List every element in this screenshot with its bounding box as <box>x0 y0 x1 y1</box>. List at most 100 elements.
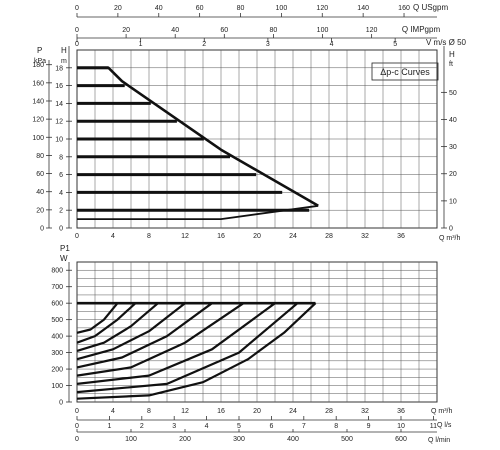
bottom-axis-ls-tick-label: 11 <box>430 423 437 430</box>
bottom-x-tick-label: 20 <box>253 408 261 415</box>
bottom-axis-ls-tick-label: 10 <box>397 423 405 430</box>
left-axis-h-tick-label: 4 <box>59 190 63 197</box>
top-axis-velocity-tick-label: 0 <box>75 41 79 48</box>
top-axis-usgpm-tick-label: 140 <box>357 5 369 12</box>
top-axis-usgpm-tick-label: 100 <box>276 5 288 12</box>
bottom-x-tick-label: 28 <box>325 408 333 415</box>
top-axis-usgpm-tick-label: 60 <box>196 5 204 12</box>
bottom-axis-lmin-tick-label: 400 <box>287 436 299 443</box>
top-x-tick-label: 20 <box>253 233 261 240</box>
bottom-chart-xlabel: Q m³/h <box>431 408 452 415</box>
min-curve <box>77 204 319 220</box>
top-x-tick-label: 12 <box>181 233 189 240</box>
bottom-x-tick-label: 0 <box>75 408 79 415</box>
top-axis-velocity-tick-label: 2 <box>202 41 206 48</box>
bottom-axis-ls-tick-label: 9 <box>367 423 371 430</box>
left-axis-h-tick-label: 16 <box>55 83 63 90</box>
top-x-tick-label: 0 <box>75 233 79 240</box>
bottom-x-tick-label: 36 <box>397 408 405 415</box>
bottom-axis-ls-tick-label: 1 <box>107 423 111 430</box>
top-axis-impgpm-label: Q IMPgpm <box>402 25 441 34</box>
top-axis-impgpm-tick-label: 0 <box>75 27 79 34</box>
right-axis-ft-tick-label: 40 <box>449 117 457 124</box>
bottom-axis-ls-tick-label: 8 <box>334 423 338 430</box>
legend-box: Δp-c Curves <box>371 62 439 81</box>
bottom-axis-lmin-label: Q l/min <box>428 437 450 444</box>
p1-axis-tick-label: 300 <box>51 350 63 357</box>
bottom-axis-ls-tick-label: 5 <box>237 423 241 430</box>
bottom-axis-lmin-tick-label: 600 <box>395 436 407 443</box>
top-axis-usgpm-tick-label: 120 <box>316 5 328 12</box>
plot-layer: 0 4 8 12 16 20 24 28 32 3602468101214161802040608… <box>32 5 457 443</box>
power-curve-line <box>76 302 276 385</box>
top-chart-captions: Q USgpm Q IMPgpm V m/s Ø 50 P kPa H m H … <box>34 3 467 242</box>
p1-axis-tick-label: 400 <box>51 334 63 341</box>
top-axis-impgpm-tick-label: 20 <box>122 27 130 34</box>
top-x-tick-label: 4 <box>111 233 115 240</box>
right-axis-h-label: H <box>449 50 455 59</box>
left-axis-h-unit: m <box>61 58 67 65</box>
bottom-axis-ls-tick-label: 2 <box>140 423 144 430</box>
left-axis-p-label: P <box>37 46 42 55</box>
left-axis-h-tick-label: 10 <box>55 137 63 144</box>
p1-axis-tick-label: 500 <box>51 317 63 324</box>
left-axis-p-tick-label: 160 <box>32 80 44 87</box>
left-axis-p-tick-label: 80 <box>36 153 44 160</box>
bottom-axis-ls-tick-label: 3 <box>172 423 176 430</box>
power-curve-line <box>76 302 317 400</box>
top-axis-impgpm-tick-label: 100 <box>317 27 329 34</box>
right-axis-ft-tick-label: 20 <box>449 171 457 178</box>
top-axis-velocity-tick-label: 3 <box>266 41 270 48</box>
bottom-x-tick-label: 12 <box>181 408 189 415</box>
right-axis-ft-tick-label: 30 <box>449 144 457 151</box>
p1-axis-tick-label: 200 <box>51 367 63 374</box>
bottom-axis-ls-tick-label: 6 <box>269 423 273 430</box>
top-axis-usgpm-tick-label: 160 <box>398 5 410 12</box>
right-axis-ft-tick-label: 10 <box>449 198 457 205</box>
right-axis-ft-tick-label: 50 <box>449 90 457 97</box>
top-x-tick-label: 16 <box>217 233 225 240</box>
p1-axis-tick-label: 800 <box>51 268 63 275</box>
top-axis-impgpm-tick-label: 60 <box>220 27 228 34</box>
left-axis-h-tick-label: 8 <box>59 154 63 161</box>
bottom-axis-lmin-tick-label: 100 <box>125 436 137 443</box>
top-axis-usgpm-label: Q USgpm <box>413 3 448 12</box>
power-curve-line <box>76 302 186 361</box>
bottom-x-tick-label: 32 <box>361 408 369 415</box>
bottom-axis-lmin-tick-label: 200 <box>179 436 191 443</box>
bottom-chart-ylabel: P1 <box>60 244 70 253</box>
left-axis-h-tick-label: 14 <box>55 101 63 108</box>
left-axis-p-tick-label: 120 <box>32 117 44 124</box>
legend-box-label: Δp-c Curves <box>380 67 430 77</box>
left-axis-p-tick-label: 60 <box>36 171 44 178</box>
top-axis-usgpm-tick-label: 20 <box>114 5 122 12</box>
top-axis-usgpm-tick-label: 40 <box>155 5 163 12</box>
top-axis-impgpm-tick-label: 40 <box>171 27 179 34</box>
top-chart-xlabel: Q m³/h <box>439 235 460 242</box>
left-axis-p-tick-label: 20 <box>36 207 44 214</box>
power-curve-line <box>76 302 119 334</box>
right-axis-ft-tick-label: 0 <box>449 226 453 233</box>
top-x-tick-label: 24 <box>289 233 297 240</box>
left-axis-h-tick-label: 2 <box>59 208 63 215</box>
left-axis-p-tick-label: 40 <box>36 189 44 196</box>
top-axis-usgpm-tick-label: 80 <box>237 5 245 12</box>
left-axis-h-tick-label: 6 <box>59 172 63 179</box>
power-curve-line <box>76 302 213 369</box>
bottom-axis-lmin-tick-label: 500 <box>341 436 353 443</box>
left-axis-h-label: H <box>61 46 67 55</box>
bottom-x-tick-label: 8 <box>147 408 151 415</box>
top-axis-impgpm-tick-label: 120 <box>366 27 378 34</box>
top-x-tick-label: 28 <box>325 233 333 240</box>
power-curve-line <box>76 302 159 352</box>
top-x-tick-label: 8 <box>147 233 151 240</box>
power-curve-line <box>76 302 299 394</box>
bottom-axis-ls-tick-label: 0 <box>75 423 79 430</box>
bottom-x-tick-label: 4 <box>111 408 115 415</box>
left-axis-p-tick-label: 100 <box>32 135 44 142</box>
legend-box-frame <box>371 62 439 81</box>
left-axis-p-tick-label: 180 <box>32 62 44 69</box>
bottom-axis-ls-label: Q l/s <box>437 422 452 429</box>
left-axis-p-tick-label: 0 <box>40 226 44 233</box>
